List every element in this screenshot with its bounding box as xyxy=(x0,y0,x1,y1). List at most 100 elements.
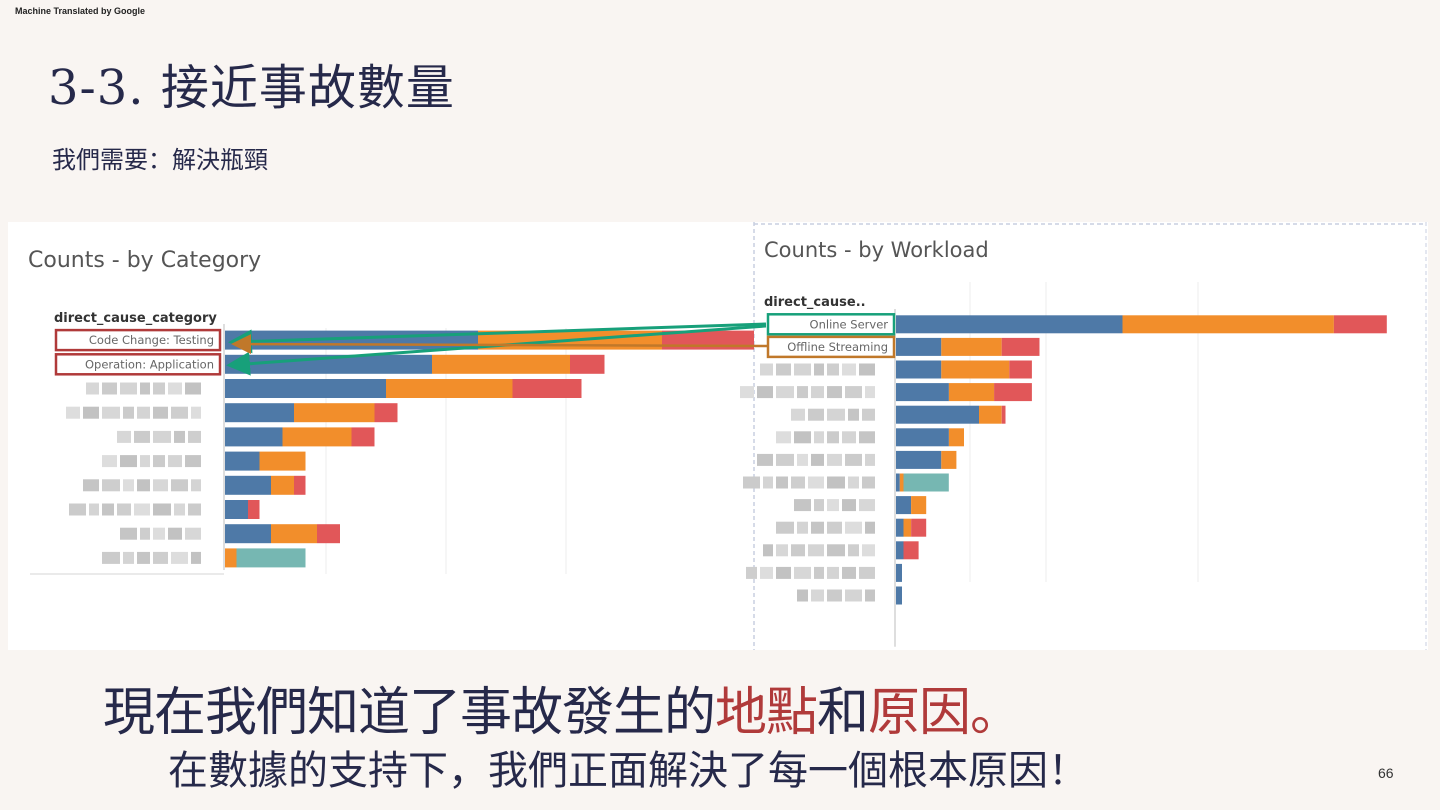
bar-segment xyxy=(1009,360,1032,379)
redacted-block xyxy=(763,476,773,489)
redacted-block xyxy=(791,544,805,557)
bar-segment xyxy=(1001,405,1006,424)
redacted-block xyxy=(102,479,120,492)
bar-segment xyxy=(903,473,949,492)
chart-title: Counts - by Workload xyxy=(764,238,989,262)
redacted-block xyxy=(827,453,842,466)
bar-segment xyxy=(979,405,1002,424)
redacted-block xyxy=(102,406,120,419)
slide-title: 3-3. 接近事故數量 xyxy=(48,60,455,116)
redacted-block xyxy=(814,499,824,512)
machine-translated-label: Machine Translated by Google xyxy=(15,6,146,16)
redacted-block xyxy=(153,551,168,564)
redacted-label xyxy=(66,406,201,419)
redacted-block xyxy=(827,363,839,376)
redacted-block xyxy=(848,408,859,421)
redacted-block xyxy=(185,382,201,395)
category-label: Code Change: Testing xyxy=(89,333,214,347)
redacted-block xyxy=(811,386,824,399)
bar-segment xyxy=(225,379,386,398)
bar-segment xyxy=(259,451,306,471)
bar-segment xyxy=(994,383,1032,402)
bar-segment xyxy=(896,428,949,447)
redacted-block xyxy=(776,386,794,399)
redacted-block xyxy=(811,589,824,602)
redacted-block xyxy=(827,499,839,512)
redacted-label xyxy=(746,566,875,579)
redacted-label xyxy=(102,455,201,468)
redacted-label xyxy=(794,499,875,512)
redacted-block xyxy=(859,499,875,512)
bar-segment xyxy=(911,496,927,515)
redacted-block xyxy=(174,503,185,516)
bar-segment xyxy=(896,473,900,492)
redacted-block xyxy=(757,453,773,466)
redacted-block xyxy=(794,499,811,512)
redacted-label xyxy=(760,363,875,376)
redacted-block xyxy=(757,386,773,399)
redacted-block xyxy=(120,455,137,468)
page-number: 66 xyxy=(1378,765,1394,781)
redacted-block xyxy=(153,382,165,395)
redacted-block xyxy=(808,476,824,489)
redacted-label xyxy=(83,479,201,492)
redacted-label xyxy=(86,382,201,395)
redacted-block xyxy=(191,551,201,564)
redacted-block xyxy=(862,476,875,489)
redacted-block xyxy=(808,544,824,557)
bar-segment xyxy=(896,360,942,379)
redacted-block xyxy=(776,431,791,444)
redacted-block xyxy=(191,479,201,492)
bar-segment xyxy=(294,475,306,495)
bar-segment xyxy=(896,541,904,560)
bar-segment xyxy=(225,548,237,568)
bar-segment xyxy=(386,379,513,398)
highlight-box xyxy=(766,313,896,336)
redacted-block xyxy=(83,406,99,419)
redacted-block xyxy=(842,431,856,444)
redacted-block xyxy=(102,503,114,516)
redacted-block xyxy=(794,363,811,376)
redacted-block xyxy=(811,521,824,534)
redacted-block xyxy=(740,386,754,399)
redacted-block xyxy=(102,551,120,564)
bar-segment xyxy=(896,405,979,424)
redacted-block xyxy=(102,455,117,468)
redacted-label xyxy=(776,431,875,444)
bar-segment xyxy=(432,354,570,374)
redacted-block xyxy=(827,476,845,489)
redacted-block xyxy=(776,453,794,466)
bar-segment xyxy=(374,403,398,423)
redacted-block xyxy=(140,382,150,395)
redacted-block xyxy=(171,406,188,419)
redacted-block xyxy=(89,503,99,516)
redacted-block xyxy=(140,527,150,540)
redacted-block xyxy=(168,455,182,468)
redacted-block xyxy=(153,406,168,419)
redacted-block xyxy=(842,499,856,512)
chart-row-header: direct_cause.. xyxy=(764,295,866,310)
redacted-block xyxy=(845,521,862,534)
category-label: Offline Streaming xyxy=(787,340,888,354)
redacted-block xyxy=(168,382,182,395)
redacted-block xyxy=(137,479,150,492)
redacted-block xyxy=(776,476,788,489)
bar-segment xyxy=(225,427,283,447)
redacted-block xyxy=(86,382,99,395)
redacted-label xyxy=(117,430,201,443)
redacted-block xyxy=(827,589,842,602)
bar-segment xyxy=(941,337,1002,356)
redacted-block xyxy=(791,476,805,489)
redacted-block xyxy=(134,503,150,516)
bar-segment xyxy=(512,379,582,398)
chart-panel: Counts - by Category direct_cause_categor… xyxy=(8,222,1428,650)
redacted-block xyxy=(794,566,811,579)
redacted-block xyxy=(814,363,824,376)
redacted-block xyxy=(123,551,134,564)
redacted-block xyxy=(168,527,182,540)
redacted-block xyxy=(776,363,791,376)
bar-segment xyxy=(896,337,942,356)
conclusion-text-a: 現在我們知道了事故發生的 xyxy=(103,683,716,743)
redacted-block xyxy=(865,453,875,466)
bar-segment xyxy=(896,450,942,469)
